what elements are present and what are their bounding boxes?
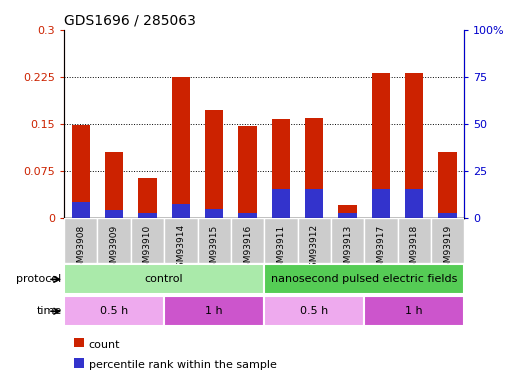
Text: GSM93919: GSM93919	[443, 224, 452, 273]
Text: count: count	[89, 340, 120, 350]
Bar	[105, 210, 123, 218]
Bar	[431, 217, 464, 262]
Text: nanosecond pulsed electric fields: nanosecond pulsed electric fields	[271, 274, 458, 284]
Bar	[139, 213, 156, 217]
Text: GSM93911: GSM93911	[277, 224, 285, 273]
Bar	[64, 264, 264, 294]
Bar	[339, 205, 357, 218]
Bar	[364, 296, 464, 326]
Bar	[305, 189, 323, 217]
Text: GDS1696 / 285063: GDS1696 / 285063	[64, 13, 196, 27]
Text: protocol: protocol	[16, 274, 62, 284]
Bar	[164, 217, 198, 262]
Bar	[405, 189, 423, 217]
Text: control: control	[145, 274, 184, 284]
Bar	[305, 117, 323, 218]
Bar	[205, 110, 223, 218]
Bar	[97, 217, 131, 262]
Bar	[172, 77, 190, 218]
Bar	[72, 125, 90, 217]
Text: GSM93910: GSM93910	[143, 224, 152, 273]
Bar	[398, 217, 431, 262]
Text: 0.5 h: 0.5 h	[100, 306, 128, 316]
Text: 1 h: 1 h	[405, 306, 423, 316]
Bar	[198, 217, 231, 262]
Bar	[231, 217, 264, 262]
Bar	[131, 217, 164, 262]
Bar	[139, 178, 156, 218]
Bar	[405, 72, 423, 217]
Bar	[239, 126, 256, 218]
Bar	[72, 202, 90, 217]
Bar	[372, 72, 390, 217]
Bar	[239, 213, 256, 217]
Text: GSM93918: GSM93918	[410, 224, 419, 273]
Bar	[172, 204, 190, 218]
Bar	[439, 152, 457, 217]
Text: time: time	[36, 306, 62, 316]
Text: 1 h: 1 h	[205, 306, 223, 316]
Text: percentile rank within the sample: percentile rank within the sample	[89, 360, 277, 370]
Bar	[64, 296, 164, 326]
Text: GSM93909: GSM93909	[110, 224, 119, 273]
Bar	[64, 217, 97, 262]
Bar	[264, 264, 464, 294]
Bar	[164, 296, 264, 326]
Text: GSM93912: GSM93912	[310, 224, 319, 273]
Text: 0.5 h: 0.5 h	[300, 306, 328, 316]
Bar	[205, 209, 223, 218]
Bar	[272, 189, 290, 217]
Text: GSM93908: GSM93908	[76, 224, 85, 273]
Bar	[264, 296, 364, 326]
Bar	[364, 217, 398, 262]
Bar	[331, 217, 364, 262]
Bar	[272, 119, 290, 218]
Bar	[298, 217, 331, 262]
Text: GSM93915: GSM93915	[210, 224, 219, 273]
Text: GSM93916: GSM93916	[243, 224, 252, 273]
Text: GSM93917: GSM93917	[377, 224, 385, 273]
Text: GSM93913: GSM93913	[343, 224, 352, 273]
Bar	[372, 189, 390, 217]
Bar	[105, 152, 123, 217]
Bar	[264, 217, 298, 262]
Text: GSM93914: GSM93914	[176, 224, 185, 273]
Bar	[439, 213, 457, 217]
Bar	[339, 213, 357, 217]
